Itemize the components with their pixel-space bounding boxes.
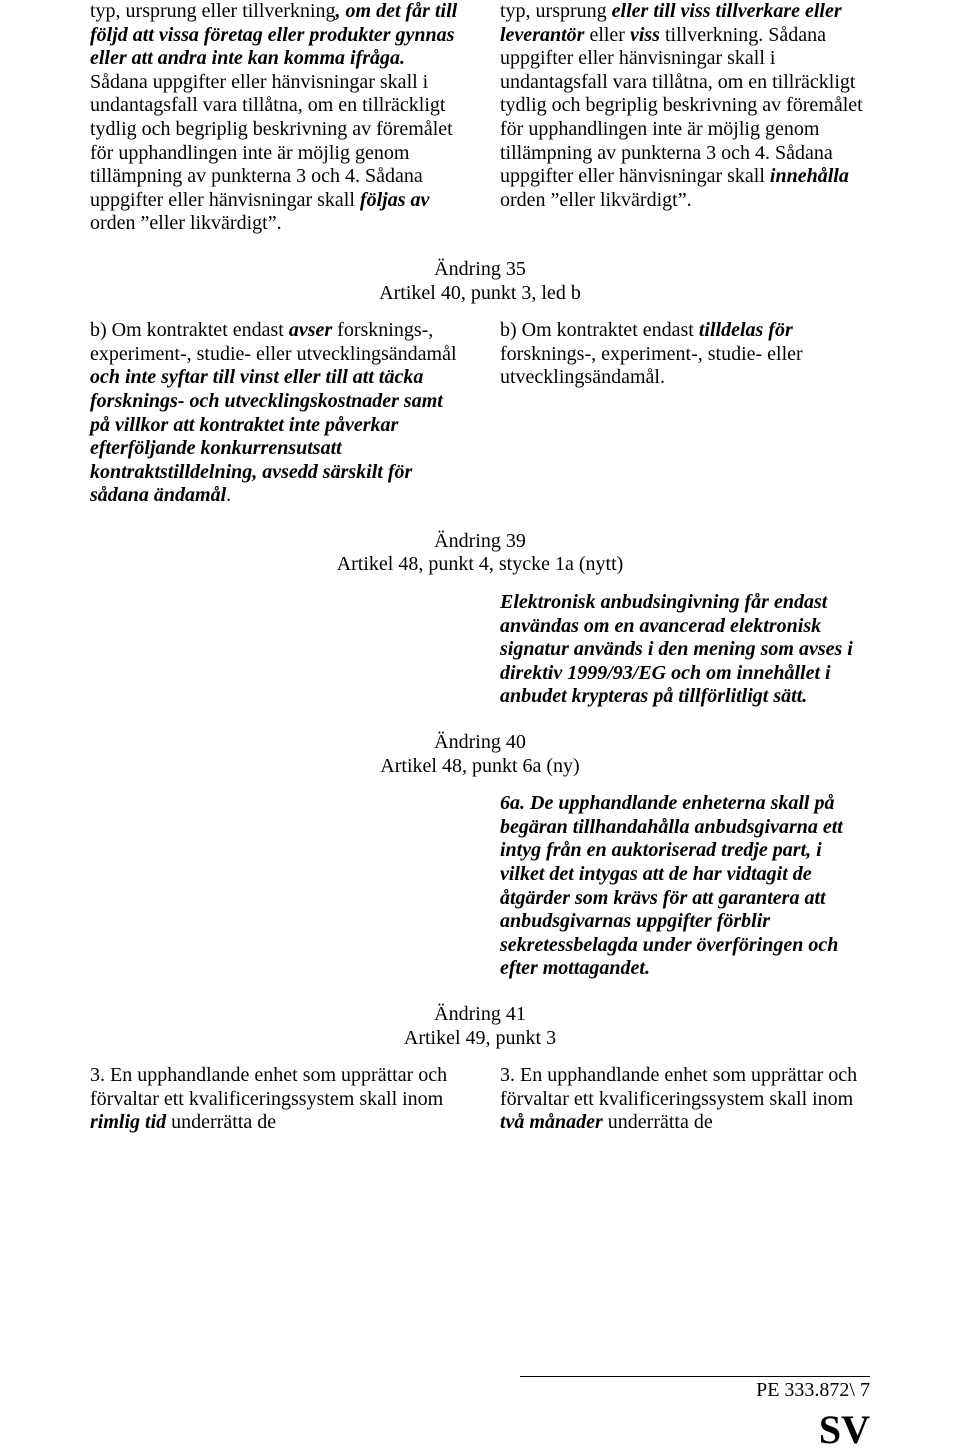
amend40-columns: 6a. De upphandlande enheterna skall på b… — [90, 792, 870, 981]
amend40-title: Ändring 40 — [90, 731, 870, 755]
amend40-right-column: 6a. De upphandlande enheterna skall på b… — [500, 792, 870, 981]
amend40-heading: Ändring 40 Artikel 48, punkt 6a (ny) — [90, 731, 870, 778]
top-left-text: typ, ursprung eller tillverkning, om det… — [90, 0, 460, 236]
amend35-subtitle: Artikel 40, punkt 3, led b — [90, 282, 870, 306]
footer-lang: SV — [819, 1406, 870, 1453]
amend39-subtitle: Artikel 48, punkt 4, stycke 1a (nytt) — [90, 553, 870, 577]
amend35-heading: Ändring 35 Artikel 40, punkt 3, led b — [90, 258, 870, 305]
top-columns: typ, ursprung eller tillverkning, om det… — [90, 0, 870, 236]
amend35-left-column: b) Om kontraktet endast avser forsknings… — [90, 319, 460, 508]
amend40-right-text: 6a. De upphandlande enheterna skall på b… — [500, 792, 870, 981]
footer: PE 333.872\ 7 — [90, 1376, 870, 1403]
amend41-subtitle: Artikel 49, punkt 3 — [90, 1027, 870, 1051]
amend41-heading: Ändring 41 Artikel 49, punkt 3 — [90, 1003, 870, 1050]
amend35-columns: b) Om kontraktet endast avser forsknings… — [90, 319, 870, 508]
amend39-left-column — [90, 591, 460, 709]
amend41-title: Ändring 41 — [90, 1003, 870, 1027]
amend39-title: Ändring 39 — [90, 530, 870, 554]
footer-line — [520, 1376, 870, 1377]
amend41-right-text: 3. En upphandlande enhet som upprättar o… — [500, 1064, 870, 1135]
amend35-right-column: b) Om kontraktet endast tilldelas för fo… — [500, 319, 870, 508]
amend41-left-text: 3. En upphandlande enhet som upprättar o… — [90, 1064, 460, 1135]
amend41-left-column: 3. En upphandlande enhet som upprättar o… — [90, 1064, 460, 1135]
top-right-text: typ, ursprung eller till viss tillverkar… — [500, 0, 870, 212]
footer-pe: PE 333.872\ 7 — [90, 1379, 870, 1403]
amend39-right-text: Elektronisk anbudsingivning får endast a… — [500, 591, 870, 709]
amend35-left-text: b) Om kontraktet endast avser forsknings… — [90, 319, 460, 508]
amend35-right-text: b) Om kontraktet endast tilldelas för fo… — [500, 319, 870, 390]
amend39-right-column: Elektronisk anbudsingivning får endast a… — [500, 591, 870, 709]
top-right-column: typ, ursprung eller till viss tillverkar… — [500, 0, 870, 236]
amend39-columns: Elektronisk anbudsingivning får endast a… — [90, 591, 870, 709]
amend40-subtitle: Artikel 48, punkt 6a (ny) — [90, 755, 870, 779]
amend40-left-column — [90, 792, 460, 981]
amend41-right-column: 3. En upphandlande enhet som upprättar o… — [500, 1064, 870, 1135]
amend35-title: Ändring 35 — [90, 258, 870, 282]
top-left-column: typ, ursprung eller tillverkning, om det… — [90, 0, 460, 236]
amend41-columns: 3. En upphandlande enhet som upprättar o… — [90, 1064, 870, 1135]
amend39-heading: Ändring 39 Artikel 48, punkt 4, stycke 1… — [90, 530, 870, 577]
